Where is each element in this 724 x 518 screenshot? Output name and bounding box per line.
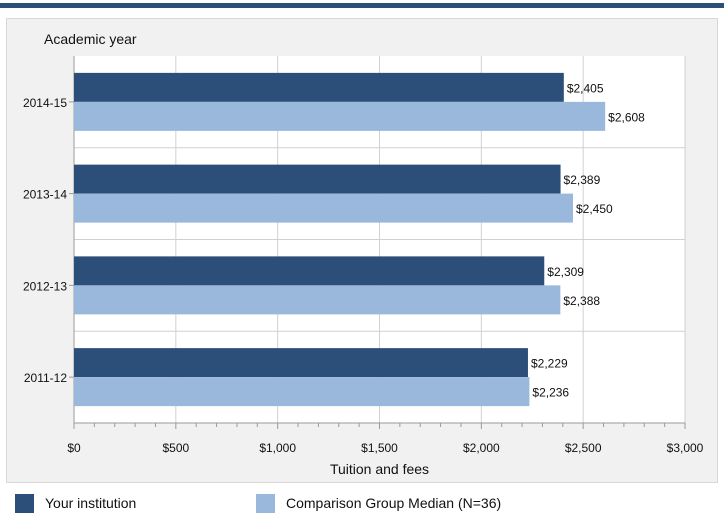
bar-chart: $0 $500 $1,000 $1,500 $2,000 $2,500 $3,000 2014… [23,31,704,477]
x-tick-label: $2,000 [463,441,500,455]
legend-label-comparison-median: Comparison Group Median (N=36) [286,495,502,511]
bar-comparison-median [74,101,606,131]
header-accent-bar [0,3,724,8]
data-label-comparison-median: $2,450 [576,202,613,216]
bar-your-institution [74,256,545,286]
legend-swatch-comparison-median [256,493,275,513]
data-label-comparison-median: $2,236 [532,386,569,400]
x-tick-label: $1,500 [361,441,398,455]
x-tick-label: $0 [67,441,81,455]
data-label-comparison-median: $2,388 [563,294,600,308]
x-tick-label: $500 [162,441,189,455]
y-tick-label: 2013-14 [23,188,67,202]
data-label-your-institution: $2,309 [547,265,584,279]
bar-your-institution [74,72,564,102]
data-label-comparison-median: $2,608 [608,110,645,124]
y-tick-label: 2014-15 [23,96,67,110]
x-axis-title: Tuition and fees [330,461,429,477]
bar-comparison-median [74,285,561,315]
data-label-your-institution: $2,229 [531,357,568,371]
legend-swatch-your-institution [15,493,34,513]
legend-label-your-institution: Your institution [45,495,137,511]
legend-item-comparison-median: Comparison Group Median (N=36) [256,493,501,513]
x-tick-label: $2,500 [565,441,602,455]
data-label-your-institution: $2,389 [564,173,601,187]
y-axis-title: Academic year [44,31,137,47]
legend-item-your-institution: Your institution [15,493,136,513]
bar-comparison-median [74,377,530,407]
bar-your-institution [74,164,561,194]
data-label-your-institution: $2,405 [567,81,604,95]
bar-your-institution [74,348,528,378]
x-tick-label: $3,000 [667,441,704,455]
y-tick-label: 2011-12 [24,371,67,385]
y-tick-label: 2012-13 [23,279,67,293]
x-tick-label: $1,000 [259,441,296,455]
legend: Your institution Comparison Group Median… [0,487,724,518]
bar-comparison-median [74,193,573,223]
